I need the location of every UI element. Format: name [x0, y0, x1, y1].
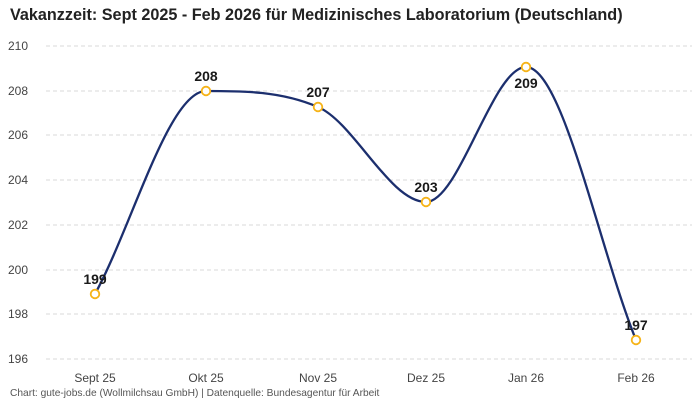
svg-text:Okt 25: Okt 25: [188, 371, 224, 385]
svg-text:208: 208: [194, 68, 218, 84]
svg-text:202: 202: [8, 218, 28, 232]
svg-text:200: 200: [8, 263, 28, 277]
svg-text:203: 203: [414, 179, 438, 195]
svg-text:Jan 26: Jan 26: [508, 371, 544, 385]
svg-text:208: 208: [8, 84, 28, 98]
svg-text:Feb 26: Feb 26: [617, 371, 655, 385]
svg-text:Sept 25: Sept 25: [74, 371, 116, 385]
svg-text:210: 210: [8, 39, 28, 53]
svg-text:197: 197: [624, 317, 648, 333]
svg-text:Nov 25: Nov 25: [299, 371, 337, 385]
svg-text:209: 209: [514, 75, 538, 91]
svg-text:207: 207: [306, 84, 330, 100]
svg-text:196: 196: [8, 352, 28, 366]
svg-text:Dez 25: Dez 25: [407, 371, 445, 385]
svg-text:199: 199: [83, 271, 107, 287]
svg-text:206: 206: [8, 128, 28, 142]
svg-text:204: 204: [8, 173, 28, 187]
svg-text:198: 198: [8, 307, 28, 321]
